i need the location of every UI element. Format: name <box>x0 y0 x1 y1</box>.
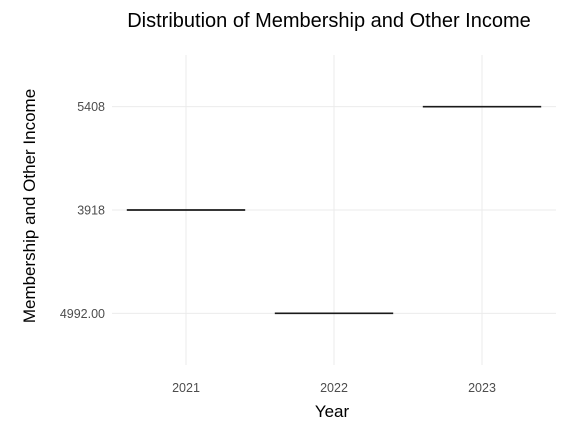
y-tick-label: 4992.00 <box>60 307 105 321</box>
chart-title: Distribution of Membership and Other Inc… <box>127 10 531 32</box>
y-tick-label: 5408 <box>77 100 105 114</box>
y-tick-labels: 4992.00 3918 5408 <box>60 100 105 321</box>
y-tick-label: 3918 <box>77 204 105 218</box>
x-tick-labels: 2021 2022 2023 <box>172 381 496 395</box>
data-segments <box>126 105 542 315</box>
x-tick-label: 2021 <box>172 381 200 395</box>
x-tick-label: 2022 <box>320 381 348 395</box>
x-axis-title: Year <box>315 402 350 421</box>
y-axis-title: Membership and Other Income <box>20 89 39 323</box>
x-tick-label: 2023 <box>468 381 496 395</box>
